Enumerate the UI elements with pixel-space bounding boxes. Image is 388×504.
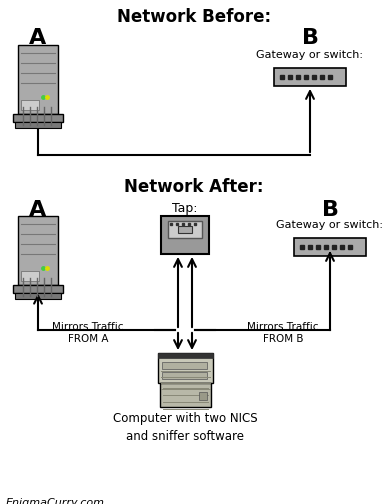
Bar bbox=[18, 216, 58, 285]
Bar bbox=[15, 293, 61, 299]
Bar bbox=[18, 45, 58, 113]
Text: A: A bbox=[29, 28, 47, 48]
Text: Gateway or switch:: Gateway or switch: bbox=[256, 50, 364, 60]
Bar bbox=[15, 122, 61, 128]
Text: Network After:: Network After: bbox=[124, 178, 264, 196]
Bar bbox=[161, 216, 209, 254]
Bar bbox=[168, 221, 202, 238]
Bar bbox=[158, 353, 213, 383]
Bar bbox=[21, 271, 39, 281]
Text: Computer with two NICS
and sniffer software: Computer with two NICS and sniffer softw… bbox=[113, 412, 257, 443]
Text: B: B bbox=[322, 200, 338, 220]
Bar bbox=[21, 100, 39, 110]
Bar bbox=[294, 238, 366, 256]
Bar bbox=[13, 113, 63, 122]
Bar bbox=[161, 371, 206, 379]
Text: Network Before:: Network Before: bbox=[117, 8, 271, 26]
Text: EnigmaCurry.com: EnigmaCurry.com bbox=[6, 498, 105, 504]
Text: A: A bbox=[29, 200, 47, 220]
Bar bbox=[158, 353, 213, 357]
Text: B: B bbox=[301, 28, 319, 48]
Text: Mirrors Traffic
FROM B: Mirrors Traffic FROM B bbox=[247, 322, 319, 344]
Bar bbox=[159, 383, 211, 407]
Bar bbox=[13, 285, 63, 293]
Text: Mirrors Traffic
FROM A: Mirrors Traffic FROM A bbox=[52, 322, 124, 344]
Bar bbox=[161, 361, 206, 368]
Bar bbox=[274, 68, 346, 86]
Text: Gateway or switch:: Gateway or switch: bbox=[277, 220, 383, 230]
Text: Tap:: Tap: bbox=[172, 202, 198, 215]
Bar bbox=[178, 226, 192, 233]
Bar bbox=[199, 392, 206, 400]
